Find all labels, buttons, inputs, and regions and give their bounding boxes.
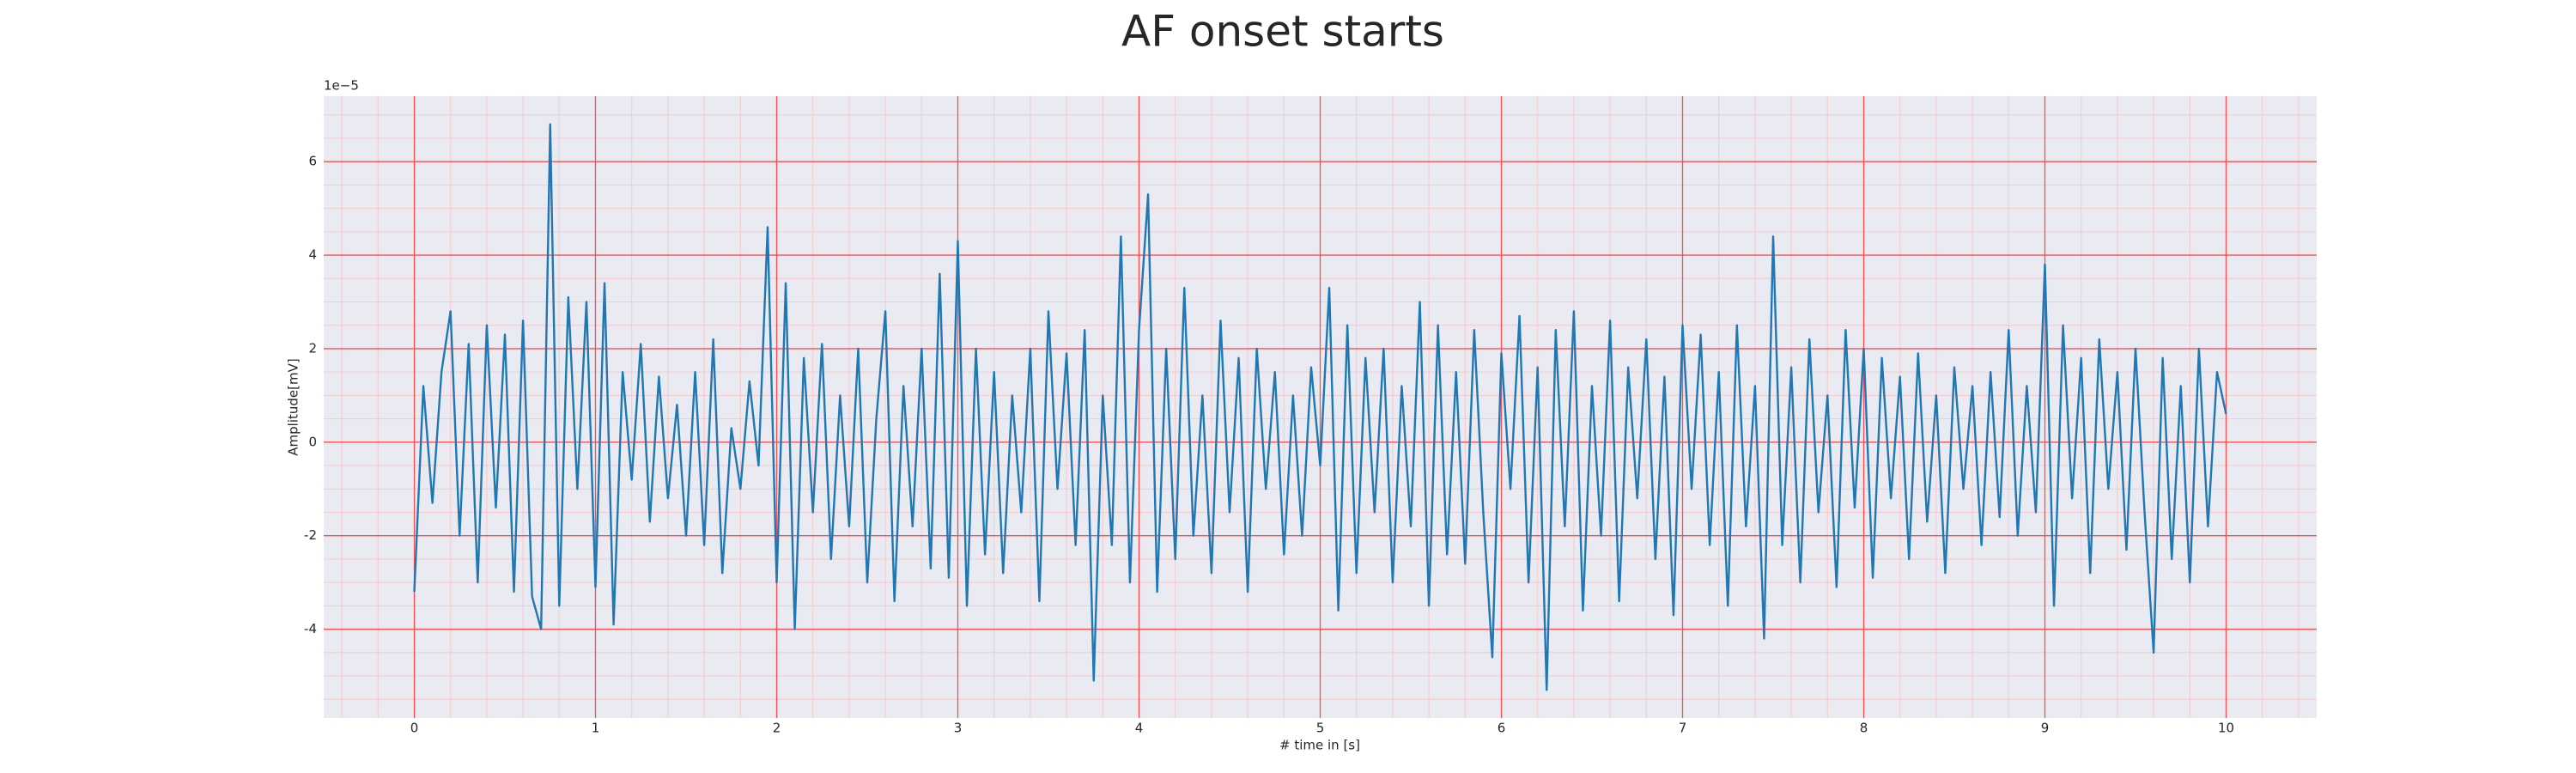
x-tick-label: 7 [1679, 721, 1687, 736]
x-tick-label: 1 [592, 721, 600, 736]
marks [413, 123, 2227, 691]
y-tick-label: 4 [308, 247, 317, 263]
x-tick-label: 0 [410, 721, 419, 736]
chart-title: AF onset starts [1121, 7, 1444, 57]
y-tick-label: -2 [304, 527, 317, 543]
x-tick-label: 3 [954, 721, 963, 736]
y-offset-label: 1e−5 [324, 78, 359, 94]
y-tick-label: 2 [308, 340, 317, 356]
y-tick-label: 0 [308, 434, 317, 449]
x-tick-label: 9 [2041, 721, 2050, 736]
x-tick-label: 5 [1316, 721, 1325, 736]
y-tick-label: 6 [308, 154, 317, 169]
x-tick-label: 6 [1498, 721, 1506, 736]
x-tick-label: 8 [1860, 721, 1868, 736]
signal-line [413, 123, 2227, 691]
grid [324, 96, 2317, 718]
x-axis-label: # time in [s] [1279, 738, 1360, 753]
x-tick-label: 10 [2218, 721, 2234, 736]
x-tick-label: 4 [1135, 721, 1144, 736]
y-axis-label: Amplitude[mV] [286, 358, 301, 455]
y-tick-label: -4 [304, 621, 317, 636]
x-tick-label: 2 [773, 721, 781, 736]
